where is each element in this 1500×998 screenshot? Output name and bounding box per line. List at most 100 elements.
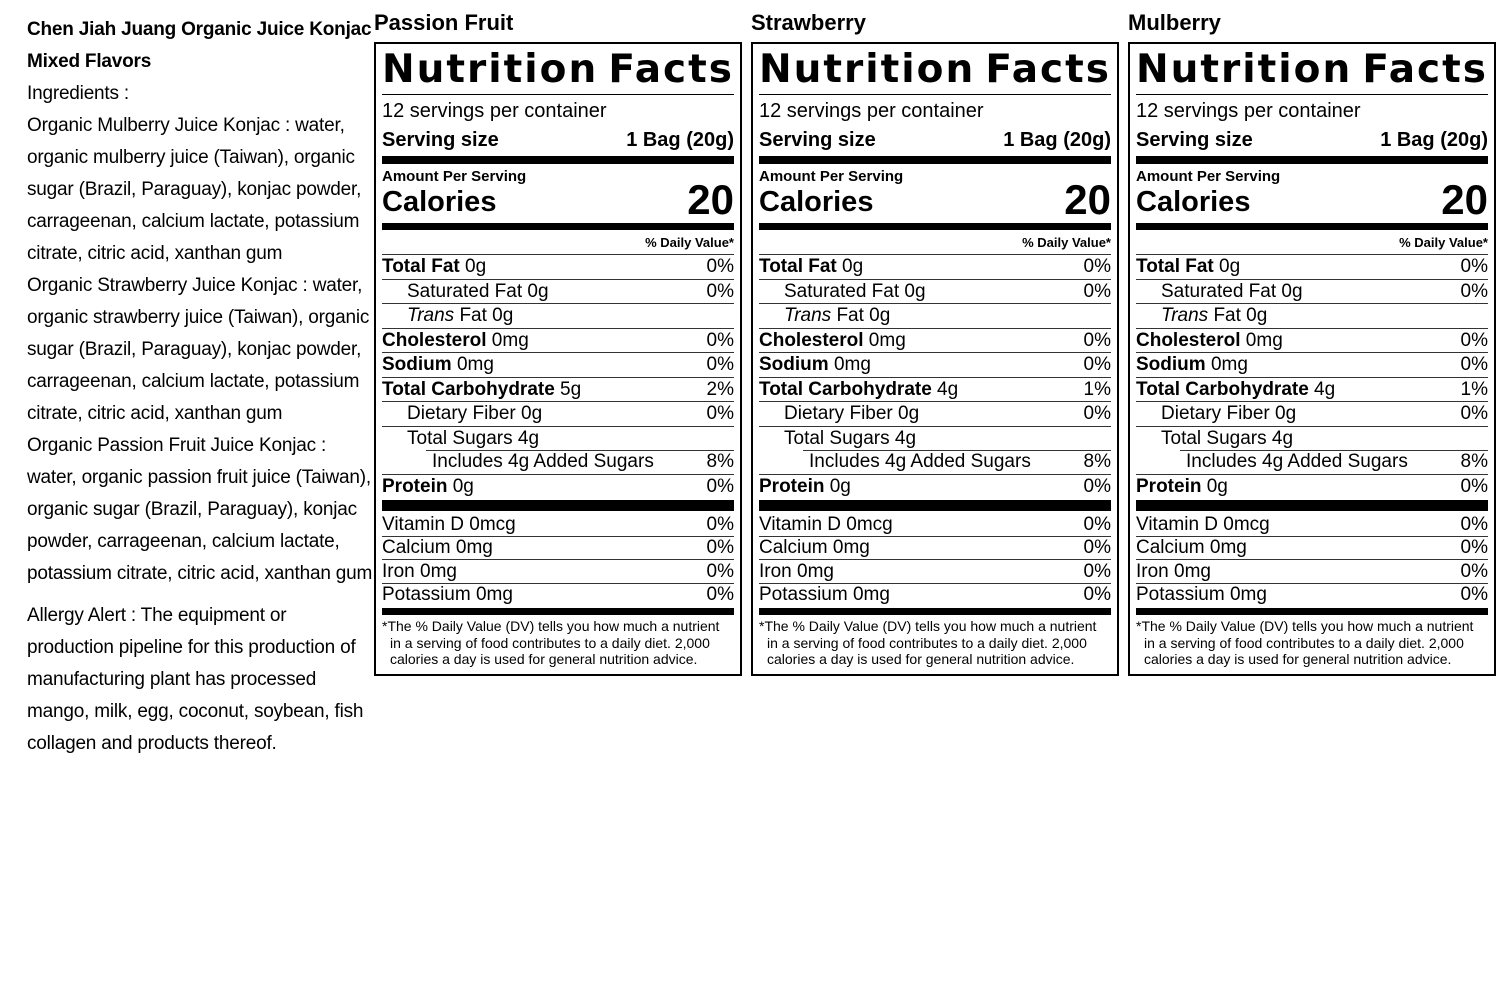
divider-hairline: [382, 94, 734, 95]
nutrition-facts-title: Nutrition Facts: [382, 47, 734, 92]
nutrient-name: Saturated Fat 0g: [1161, 280, 1303, 302]
ingredient-paragraph: Organic Mulberry Juice Konjac : water, o…: [27, 115, 362, 264]
nutrient-row: Calcium 0mg 0%: [382, 535, 734, 560]
nutrient-row: Iron 0mg 0%: [382, 559, 734, 583]
serving-size-value: 1 Bag (20g): [1380, 129, 1488, 151]
nutrient-name: Trans Fat 0g: [407, 305, 514, 326]
nutrient-name: Total Fat 0g: [382, 256, 487, 277]
nutrient-rows: Total Fat 0g 0% Saturated Fat 0g 0% Tran…: [1136, 254, 1488, 498]
nutrient-row: Saturated Fat 0g 0%: [1136, 278, 1488, 304]
nutrient-row: Saturated Fat 0g 0%: [382, 278, 734, 304]
nutrient-row: Dietary Fiber 0g 0%: [382, 401, 734, 426]
nutrient-row: Dietary Fiber 0g 0%: [759, 401, 1111, 426]
nutrient-name: Total Sugars 4g: [784, 427, 917, 449]
nutrient-name: Sodium 0mg: [759, 354, 871, 375]
daily-value-footnote: *The % Daily Value (DV) tells you how mu…: [382, 618, 720, 667]
left-panel: Chen Jiah Juang Organic Juice Konjac Mix…: [27, 14, 374, 760]
nutrient-row: Protein 0g 0%: [382, 473, 734, 499]
daily-value-footnote: *The % Daily Value (DV) tells you how mu…: [759, 618, 1097, 667]
nutrient-row: Total Sugars 4g: [382, 425, 734, 451]
divider-hairline: [759, 94, 1111, 95]
nutrient-percent: 0%: [706, 256, 734, 277]
nutrient-percent: 0%: [706, 329, 734, 351]
nutrient-name: Trans Fat 0g: [1161, 305, 1268, 326]
nutrient-percent: 0%: [1083, 537, 1111, 558]
nutrient-row: Cholesterol 0mg 0%: [1136, 327, 1488, 353]
nutrient-name: Dietary Fiber 0g: [407, 403, 543, 424]
thick-rule: [759, 223, 1111, 230]
thick-rule: [1136, 500, 1488, 511]
serving-size-row: Serving size 1 Bag (20g): [382, 126, 734, 154]
nutrient-name: Sodium 0mg: [382, 354, 494, 375]
nutrient-percent: 0%: [1083, 560, 1111, 582]
nutrient-percent: 0%: [1460, 354, 1488, 375]
divider-hairline: [1136, 94, 1488, 95]
nutrient-name: Protein 0g: [1136, 475, 1228, 497]
nutrient-name: Vitamin D 0mcg: [382, 513, 516, 535]
nutrient-row: Calcium 0mg 0%: [1136, 535, 1488, 560]
nutrient-percent: 0%: [1083, 584, 1111, 605]
nutrient-name: Potassium 0mg: [759, 584, 890, 605]
nutrient-row: Total Fat 0g 0%: [759, 254, 1111, 279]
thick-rule: [1136, 156, 1488, 164]
nutrient-percent: 1%: [1460, 378, 1488, 400]
nutrient-percent: 0%: [1460, 560, 1488, 582]
nutrient-name: Total Carbohydrate 4g: [1136, 378, 1336, 400]
vitamin-rows: Vitamin D 0mcg 0% Calcium 0mg 0% Iron 0m…: [382, 513, 734, 606]
nutrient-row: Sodium 0mg 0%: [382, 352, 734, 377]
nutrient-percent: 8%: [1460, 451, 1488, 472]
servings-per-container: 12 servings per container: [759, 100, 984, 122]
nutrient-percent: 0%: [1460, 537, 1488, 558]
thick-rule: [382, 500, 734, 511]
thick-rule: [382, 223, 734, 230]
calories-block: Amount Per Serving Calories 20: [759, 166, 1111, 221]
product-title: Chen Jiah Juang Organic Juice Konjac Mix…: [27, 19, 372, 72]
amount-per-serving: Amount Per Serving: [759, 168, 904, 185]
nutrient-row: Total Sugars 4g: [759, 425, 1111, 451]
nutrient-percent: 8%: [706, 451, 734, 472]
nutrient-percent: 2%: [706, 378, 734, 400]
nutrient-percent: 0%: [706, 403, 734, 424]
nutrient-row: Dietary Fiber 0g 0%: [1136, 401, 1488, 426]
ingredients-heading: Ingredients :: [27, 83, 129, 104]
serving-size-value: 1 Bag (20g): [626, 129, 734, 151]
calories-block: Amount Per Serving Calories 20: [382, 166, 734, 221]
nutrient-percent: 0%: [1083, 280, 1111, 302]
nutrition-facts-box: Nutrition Facts 12 servings per container…: [374, 42, 742, 676]
calories-value: 20: [1441, 176, 1488, 223]
thick-rule: [1136, 223, 1488, 230]
nutrient-row: Sodium 0mg 0%: [1136, 352, 1488, 377]
nutrient-percent: 0%: [1460, 475, 1488, 497]
nutrient-name: Total Carbohydrate 4g: [759, 378, 959, 400]
nutrient-name: Protein 0g: [759, 475, 851, 497]
nutrient-name: Total Fat 0g: [1136, 256, 1241, 277]
nutrient-row: Total Sugars 4g: [1136, 425, 1488, 451]
nutrient-row: Trans Fat 0g: [382, 303, 734, 328]
nutrient-row: Vitamin D 0mcg 0%: [382, 513, 734, 536]
nutrient-name: Saturated Fat 0g: [784, 280, 926, 302]
nutrient-name: Iron 0mg: [759, 560, 834, 582]
nutrient-row: Trans Fat 0g: [1136, 303, 1488, 328]
nutrient-percent: 0%: [706, 513, 734, 535]
nutrient-name: Iron 0mg: [1136, 560, 1211, 582]
nutrient-percent: 0%: [1083, 354, 1111, 375]
nutrient-row: Potassium 0mg 0%: [1136, 582, 1488, 607]
nutrient-row: Saturated Fat 0g 0%: [759, 278, 1111, 304]
nutrient-percent: 0%: [1460, 280, 1488, 302]
nutrition-facts-box: Nutrition Facts 12 servings per container…: [1128, 42, 1496, 676]
nutrient-name: Cholesterol 0mg: [759, 329, 906, 351]
thick-rule: [759, 608, 1111, 615]
serving-size-row: Serving size 1 Bag (20g): [759, 126, 1111, 154]
nutrient-percent: 0%: [1460, 513, 1488, 535]
nutrient-percent: 0%: [1083, 329, 1111, 351]
nutrient-row: Vitamin D 0mcg 0%: [759, 513, 1111, 536]
nutrient-name: Vitamin D 0mcg: [1136, 513, 1270, 535]
allergy-alert: Allergy Alert : The equipment or product…: [27, 605, 364, 754]
nutrient-percent: 0%: [706, 537, 734, 558]
nutrient-percent: 0%: [706, 354, 734, 375]
nutrient-row: Cholesterol 0mg 0%: [382, 327, 734, 353]
nutrient-rows: Total Fat 0g 0% Saturated Fat 0g 0% Tran…: [759, 254, 1111, 498]
nutrient-name: Cholesterol 0mg: [382, 329, 529, 351]
nutrition-label: Mulberry Nutrition Facts 12 servings per …: [1128, 8, 1496, 676]
